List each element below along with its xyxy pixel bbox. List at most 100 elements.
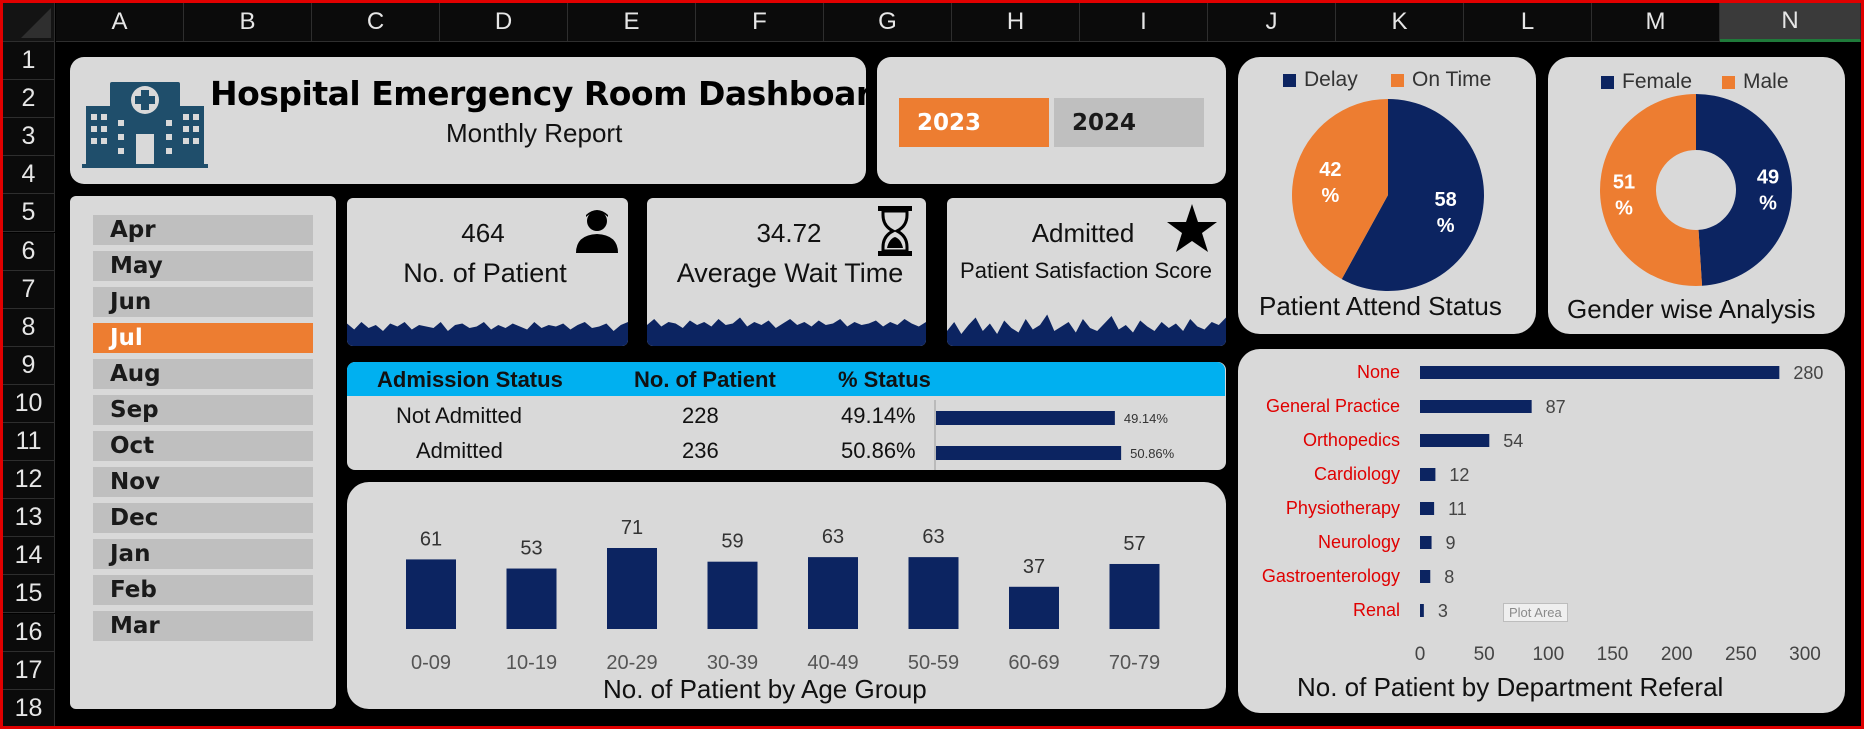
pie-slice-label: 42	[1319, 159, 1341, 181]
department-bar-value: 9	[1446, 533, 1456, 553]
year-button-label: 2024	[1072, 109, 1137, 136]
month-button-jul[interactable]: Jul	[93, 323, 313, 353]
select-all-corner[interactable]	[3, 3, 55, 42]
row-header-17[interactable]: 17	[3, 651, 55, 690]
sparkline-area	[647, 317, 926, 346]
column-header-e[interactable]: E	[568, 3, 696, 42]
month-button-jan[interactable]: Jan	[93, 539, 313, 569]
age-bar	[1009, 586, 1059, 629]
column-header-c[interactable]: C	[312, 3, 440, 42]
kpi-sparkline	[947, 314, 1226, 346]
department-category-label: Gastroenterology	[1262, 566, 1400, 586]
month-button-label: Aug	[110, 361, 161, 387]
row-header-10[interactable]: 10	[3, 384, 55, 423]
month-button-apr[interactable]: Apr	[93, 215, 313, 245]
row-header-15[interactable]: 15	[3, 575, 55, 614]
person-icon	[576, 210, 618, 253]
row-header-16[interactable]: 16	[3, 613, 55, 652]
select-all-triangle-icon	[21, 8, 51, 38]
department-chart-title: No. of Patient by Department Referal	[1297, 672, 1724, 702]
department-category-label: Physiotherapy	[1286, 498, 1400, 518]
row-header-14[interactable]: 14	[3, 537, 55, 576]
department-x-tick: 250	[1725, 644, 1757, 665]
row-header-6[interactable]: 6	[3, 232, 55, 271]
admission-table-header	[347, 362, 1225, 396]
plot-area-tooltip: Plot Area	[1503, 603, 1568, 622]
row-header-1[interactable]: 1	[3, 42, 55, 81]
pie-slice-label: 49	[1757, 167, 1779, 189]
age-bar	[808, 557, 858, 629]
row-header-9[interactable]: 9	[3, 346, 55, 385]
age-bar	[1109, 563, 1160, 629]
legend-swatch	[1601, 75, 1614, 89]
department-category-label: Cardiology	[1314, 464, 1400, 484]
admission-header-pct: % Status	[838, 367, 931, 392]
kpi-card-patients	[347, 198, 628, 346]
month-button-oct[interactable]: Oct	[93, 431, 313, 461]
month-button-aug[interactable]: Aug	[93, 359, 313, 389]
age-category-label: 70-79	[1109, 652, 1160, 674]
row-header-5[interactable]: 5	[3, 194, 55, 233]
age-category-label: 10-19	[506, 652, 557, 674]
department-bar-value: 3	[1438, 601, 1448, 621]
month-button-sep[interactable]: Sep	[93, 395, 313, 425]
column-header-n[interactable]: N	[1720, 3, 1861, 42]
month-button-label: May	[110, 253, 163, 279]
pie-slice-label: 51	[1613, 171, 1635, 193]
sparkline-area	[947, 314, 1226, 346]
kpi-card-wait-time	[647, 198, 926, 346]
legend-label: On Time	[1412, 68, 1492, 91]
month-button-label: Jan	[110, 541, 151, 567]
year-button-2024[interactable]: 2024	[1054, 98, 1204, 147]
month-button-feb[interactable]: Feb	[93, 575, 313, 605]
kpi-label: No. of Patient	[403, 258, 567, 288]
age-category-label: 40-49	[807, 652, 858, 674]
legend-label: Female	[1622, 70, 1693, 93]
department-category-label: Orthopedics	[1303, 430, 1400, 450]
row-header-13[interactable]: 13	[3, 499, 55, 538]
column-header-f[interactable]: F	[696, 3, 824, 42]
row-header-7[interactable]: 7	[3, 270, 55, 309]
column-header-a[interactable]: A	[56, 3, 184, 42]
row-header-11[interactable]: 11	[3, 423, 55, 462]
column-header-b[interactable]: B	[184, 3, 312, 42]
year-button-2023[interactable]: 2023	[899, 98, 1049, 147]
department-category-label: Renal	[1353, 600, 1400, 620]
month-button-dec[interactable]: Dec	[93, 503, 313, 533]
row-header-2[interactable]: 2	[3, 80, 55, 119]
month-button-mar[interactable]: Mar	[93, 611, 313, 641]
department-bar	[1420, 400, 1532, 413]
attend-chart-title: Patient Attend Status	[1259, 291, 1502, 321]
row-header-3[interactable]: 3	[3, 118, 55, 157]
department-bar-value: 54	[1503, 431, 1523, 451]
age-bar-value: 63	[922, 526, 944, 548]
age-bar	[908, 557, 959, 629]
department-category-label: General Practice	[1266, 396, 1400, 416]
pie-slice-label-unit: %	[1615, 197, 1633, 219]
dashboard-subtitle: Monthly Report	[446, 118, 623, 148]
month-button-label: Feb	[110, 577, 157, 603]
column-header-h[interactable]: H	[952, 3, 1080, 42]
pie-slice-label-unit: %	[1759, 193, 1777, 215]
legend-swatch	[1283, 73, 1296, 87]
row-header-8[interactable]: 8	[3, 308, 55, 347]
column-header-g[interactable]: G	[824, 3, 952, 42]
hourglass-icon	[878, 206, 912, 256]
row-header-4[interactable]: 4	[3, 156, 55, 195]
pie-slice-male	[1600, 94, 1703, 286]
column-header-m[interactable]: M	[1592, 3, 1720, 42]
month-button-jun[interactable]: Jun	[93, 287, 313, 317]
column-header-i[interactable]: I	[1080, 3, 1208, 42]
column-header-k[interactable]: K	[1336, 3, 1464, 42]
column-header-j[interactable]: J	[1208, 3, 1336, 42]
month-button-may[interactable]: May	[93, 251, 313, 281]
department-category-label: Neurology	[1318, 532, 1400, 552]
row-header-12[interactable]: 12	[3, 461, 55, 500]
age-bar-value: 71	[621, 517, 643, 539]
kpi-value: Admitted	[1031, 218, 1135, 248]
column-header-l[interactable]: L	[1464, 3, 1592, 42]
month-button-nov[interactable]: Nov	[93, 467, 313, 497]
row-header-18[interactable]: 18	[3, 689, 55, 728]
column-header-d[interactable]: D	[440, 3, 568, 42]
department-bar-value: 12	[1449, 465, 1469, 485]
